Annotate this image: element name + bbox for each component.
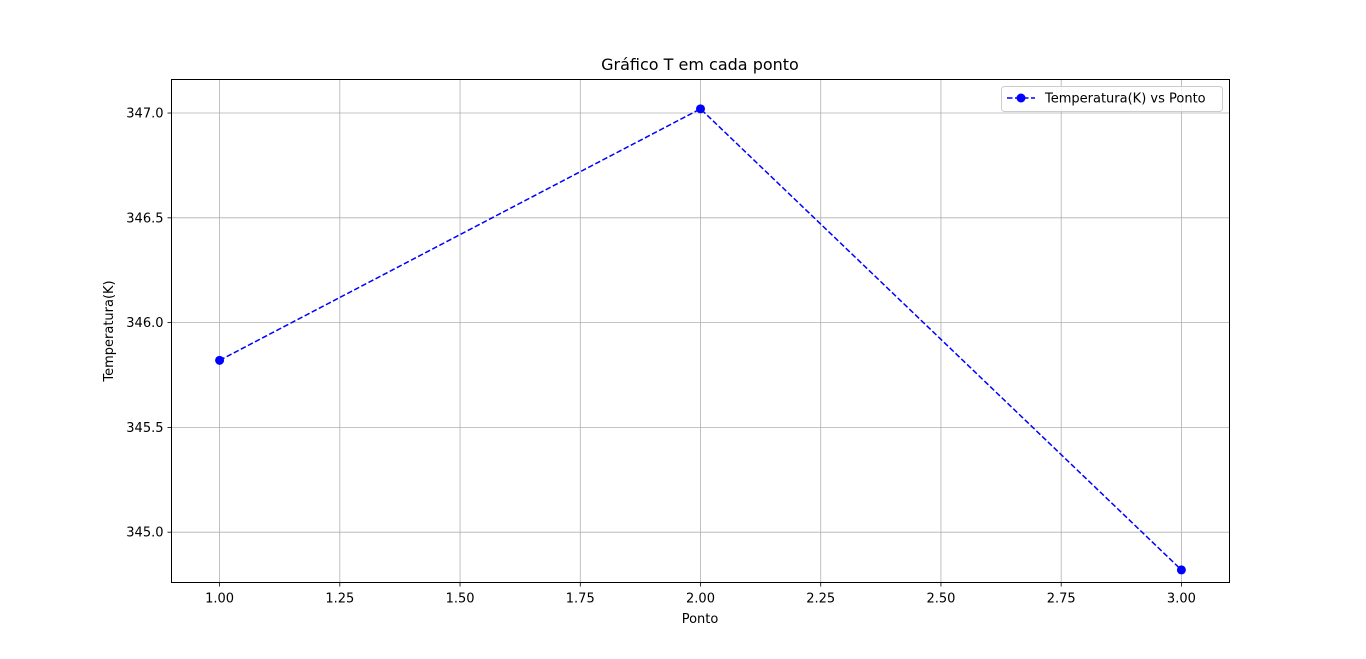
data-point <box>1176 565 1186 575</box>
y-tick-label: 347.0 <box>126 107 163 122</box>
legend-box <box>1001 86 1223 112</box>
plot-area-frame <box>171 79 1230 583</box>
x-tick-label: 2.50 <box>926 592 955 607</box>
data-point <box>696 104 705 114</box>
x-tick-label: 1.00 <box>205 592 234 607</box>
y-tick-label: 346.0 <box>126 316 163 331</box>
x-tick-label: 2.25 <box>806 592 835 607</box>
y-tick-label: 345.5 <box>126 421 163 436</box>
series-line <box>219 107 1182 571</box>
x-axis-label: Ponto <box>682 612 719 627</box>
series-layer <box>215 104 1186 575</box>
x-tick-label: 1.25 <box>325 592 354 607</box>
y-axis-label: Temperatura(K) <box>102 280 117 382</box>
x-tick-label: 2.75 <box>1047 592 1076 607</box>
chart-title: Gráfico T em cada ponto <box>601 55 799 74</box>
legend-series-label: Temperatura(K) vs Ponto <box>1044 92 1206 107</box>
y-tick-label: 345.0 <box>126 526 163 541</box>
y-tick-label: 346.5 <box>126 211 163 226</box>
x-tick-label: 2.00 <box>686 592 715 607</box>
data-point <box>215 355 225 365</box>
x-tick-label: 3.00 <box>1167 592 1196 607</box>
legend: Temperatura(K) vs Ponto <box>1001 86 1223 112</box>
x-tick-label: 1.50 <box>446 592 475 607</box>
x-tick-label: 1.75 <box>566 592 595 607</box>
axis-ticks: 1.00 1.25 1.50 1.75 2.00 2.25 2.50 2.75 3.00 345.… <box>126 107 1196 607</box>
legend-series-marker <box>1016 93 1026 103</box>
